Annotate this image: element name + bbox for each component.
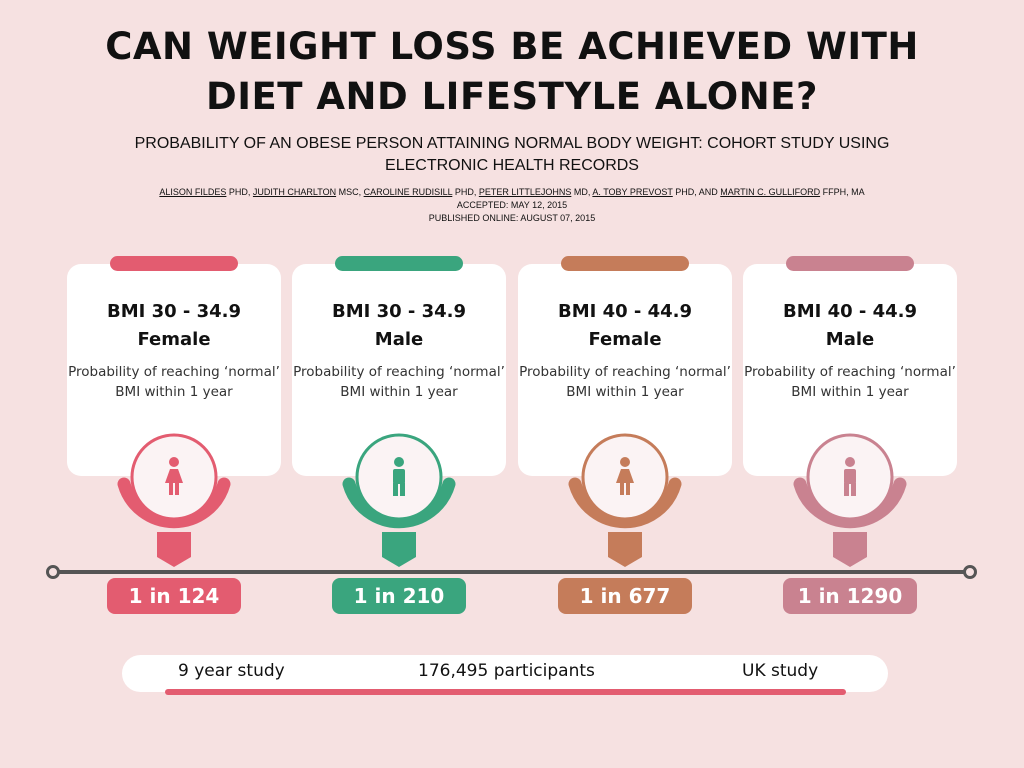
probability-badge: 1 in 210 xyxy=(332,578,466,614)
card-top-bar xyxy=(110,256,238,271)
author-degree: PHD, AND xyxy=(672,187,721,197)
card-description: Probability of reaching ‘normal’ BMI wit… xyxy=(744,364,956,400)
author-degree: PHD, xyxy=(452,187,479,197)
male-icon xyxy=(393,457,405,496)
author-name[interactable]: JUDITH CHARLTON xyxy=(252,187,337,197)
card-sex: Male xyxy=(374,329,424,350)
author-name[interactable]: A. TOBY PREVOST xyxy=(592,187,673,197)
timeline-end-dot xyxy=(963,565,977,579)
card-top-bar xyxy=(335,256,463,271)
person-holder xyxy=(117,433,231,567)
title-line-2: DIET AND LIFESTYLE ALONE? xyxy=(206,75,818,118)
probability-badge: 1 in 124 xyxy=(107,578,241,614)
footer-accent-bar xyxy=(165,689,846,695)
study-location: UK study xyxy=(742,661,819,681)
author-name[interactable]: ALISON FILDES xyxy=(159,187,227,197)
study-participants: 176,495 participants xyxy=(418,661,595,681)
card-top-bar xyxy=(561,256,689,271)
probability-badge: 1 in 1290 xyxy=(783,578,917,614)
author-degree: FFPH, MA xyxy=(820,187,865,197)
published-date: PUBLISHED ONLINE: AUGUST 07, 2015 xyxy=(428,213,596,223)
card-bmi: BMI 30 - 34.9 xyxy=(106,301,242,322)
card-sex: Male xyxy=(825,329,875,350)
author-degree: MSC, xyxy=(336,187,364,197)
authors-line: ALISON FILDES PHD, JUDITH CHARLTON MSC, … xyxy=(0,186,1024,199)
author-name[interactable]: MARTIN C. GULLIFORD xyxy=(720,187,821,197)
subtitle: PROBABILITY OF AN OBESE PERSON ATTAINING… xyxy=(134,135,890,174)
male-icon xyxy=(844,457,856,496)
person-holder xyxy=(568,433,682,567)
card-description: Probability of reaching ‘normal’ BMI wit… xyxy=(293,364,505,400)
author-degree: PHD, xyxy=(226,187,253,197)
timeline-line xyxy=(53,570,970,574)
stat-card: BMI 30 - 34.9 Male Probability of reachi… xyxy=(292,264,506,476)
study-info-pill: 9 year study 176,495 participants UK stu… xyxy=(122,655,888,692)
card-description: Probability of reaching ‘normal’ BMI wit… xyxy=(519,364,731,400)
card-bmi: BMI 40 - 44.9 xyxy=(782,301,918,322)
person-holder xyxy=(793,433,907,567)
card-bmi: BMI 30 - 34.9 xyxy=(331,301,467,322)
authors-block: ALISON FILDES PHD, JUDITH CHARLTON MSC, … xyxy=(0,186,1024,225)
female-icon xyxy=(616,457,634,495)
card-bmi: BMI 40 - 44.9 xyxy=(557,301,693,322)
title-line-1: CAN WEIGHT LOSS BE ACHIEVED WITH xyxy=(105,25,919,68)
main-title: CAN WEIGHT LOSS BE ACHIEVED WITH DIET AND… xyxy=(0,22,1024,122)
author-name[interactable]: PETER LITTLEJOHNS xyxy=(478,187,572,197)
card-description: Probability of reaching ‘normal’ BMI wit… xyxy=(68,364,280,400)
author-degree: MD, xyxy=(571,187,593,197)
card-top-bar xyxy=(786,256,914,271)
card-sex: Female xyxy=(137,329,211,350)
author-name[interactable]: CAROLINE RUDISILL xyxy=(363,187,453,197)
accepted-date: ACCEPTED: MAY 12, 2015 xyxy=(456,200,568,210)
stat-card: BMI 40 - 44.9 Female Probability of reac… xyxy=(518,264,732,476)
card-sex: Female xyxy=(588,329,662,350)
timeline-start-dot xyxy=(46,565,60,579)
person-holder xyxy=(342,433,456,567)
study-duration: 9 year study xyxy=(178,661,285,681)
female-icon xyxy=(165,457,183,495)
probability-badge: 1 in 677 xyxy=(558,578,692,614)
